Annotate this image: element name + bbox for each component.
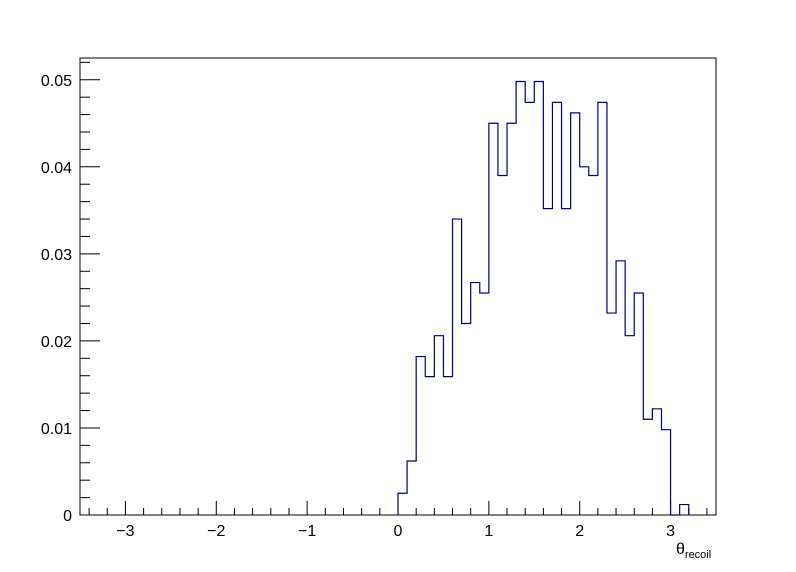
- y-tick-label: 0.03: [41, 247, 72, 264]
- x-axis-label-main: θ: [676, 541, 685, 558]
- y-tick-label: 0: [63, 508, 72, 525]
- x-tick-label: −2: [207, 523, 225, 540]
- x-tick-label: −3: [116, 523, 134, 540]
- x-axis-label-subscript: recoil: [685, 549, 711, 561]
- histogram-series: [397, 80, 690, 516]
- x-tick-label: 1: [484, 523, 493, 540]
- y-tick-label: 0.02: [41, 334, 72, 351]
- x-tick-label: 2: [575, 523, 584, 540]
- y-axis: 0 0.01 0.02 0.03 0.04 0.05: [41, 61, 100, 525]
- x-axis-label: θrecoil: [676, 541, 711, 561]
- plot-frame: [79, 57, 717, 516]
- y-tick-label: 0.04: [41, 160, 72, 177]
- x-tick-label: 0: [394, 523, 403, 540]
- x-tick-label: 3: [666, 523, 675, 540]
- y-tick-label: 0.01: [41, 421, 72, 438]
- x-tick-label: −1: [298, 523, 316, 540]
- y-tick-label: 0.05: [41, 73, 72, 90]
